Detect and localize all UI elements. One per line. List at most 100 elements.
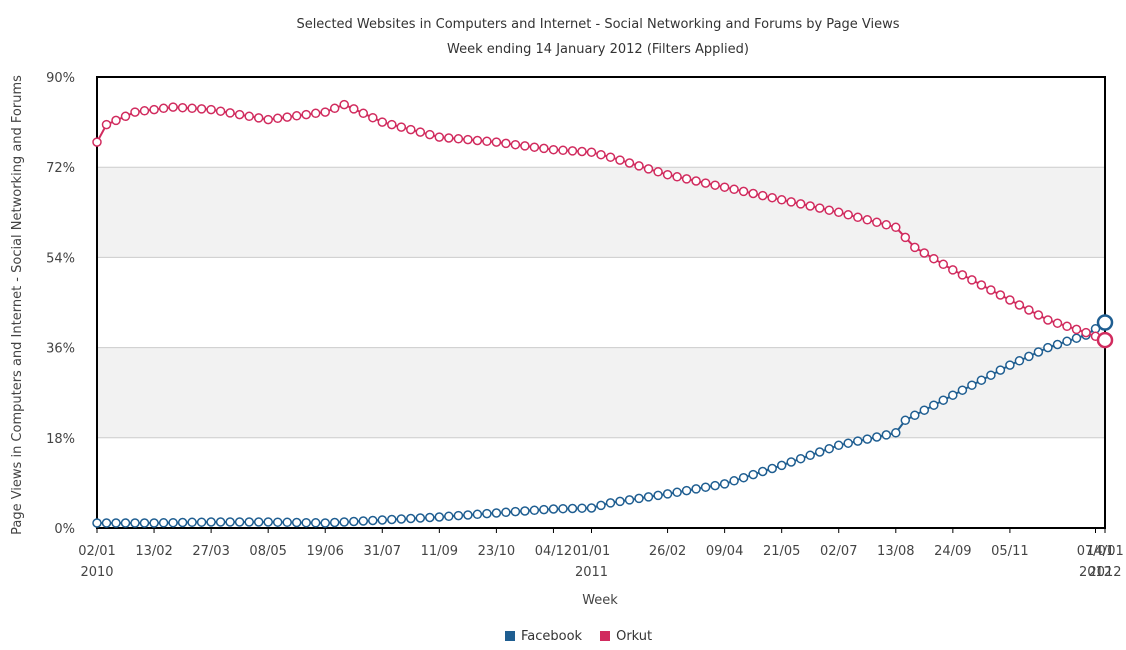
data-point-orkut — [1033, 310, 1044, 320]
data-point-orkut — [368, 112, 378, 123]
data-point-orkut — [301, 109, 311, 120]
data-point-facebook — [957, 385, 968, 395]
data-point-facebook — [1024, 351, 1034, 362]
legend-item-facebook[interactable]: Facebook — [505, 629, 582, 644]
x-tick-label: 05/11 — [991, 544, 1028, 559]
data-point-orkut — [548, 144, 559, 155]
data-point-orkut — [757, 190, 768, 201]
data-point-facebook — [881, 430, 892, 440]
data-point-orkut — [539, 143, 549, 154]
data-point-facebook — [567, 503, 578, 514]
data-point-facebook — [149, 518, 159, 528]
x-tick-label: 26/02 — [649, 544, 686, 559]
data-point-facebook — [120, 518, 131, 528]
data-point-orkut — [101, 119, 112, 130]
data-point-orkut — [358, 108, 369, 119]
x-tick-label: 09/04 — [706, 544, 743, 559]
data-point-orkut — [881, 220, 892, 230]
data-point-orkut — [320, 107, 330, 117]
data-point-facebook — [444, 511, 454, 522]
data-point-facebook — [253, 517, 264, 527]
x-tick-label: 01/01 — [573, 544, 610, 559]
x-tick-year-label: 2010 — [80, 565, 113, 580]
data-point-facebook — [624, 495, 635, 505]
data-point-orkut — [1005, 295, 1015, 305]
data-point-orkut — [1062, 321, 1072, 332]
data-point-facebook — [700, 482, 711, 492]
x-tick-label: 11/09 — [421, 544, 458, 559]
data-point-facebook — [291, 517, 302, 528]
data-point-orkut — [215, 106, 226, 116]
data-point-orkut — [748, 188, 758, 199]
data-point-facebook — [158, 518, 169, 528]
data-point-facebook — [986, 370, 996, 380]
line-chart-svg: Selected Websites in Computers and Inter… — [10, 17, 1124, 608]
data-point-orkut — [967, 275, 977, 285]
data-point-facebook — [406, 513, 416, 524]
y-axis-label: Page Views in Computers and Internet - S… — [10, 75, 25, 535]
grid-band — [97, 347, 1105, 438]
data-point-orkut — [862, 215, 873, 225]
data-point-facebook — [520, 506, 530, 516]
x-tick-label: 07/01 — [1077, 544, 1114, 559]
data-point-facebook — [434, 512, 445, 522]
y-tick-label: 54% — [46, 251, 75, 266]
legend-item-orkut[interactable]: Orkut — [600, 629, 652, 644]
data-point-facebook — [577, 503, 587, 513]
data-point-facebook — [206, 517, 216, 527]
data-point-facebook — [377, 515, 388, 525]
data-point-facebook — [748, 469, 758, 480]
data-point-facebook — [710, 480, 720, 491]
data-point-orkut — [700, 178, 711, 188]
data-point-facebook — [482, 508, 492, 519]
data-point-orkut — [377, 117, 388, 127]
data-point-orkut — [329, 103, 340, 114]
x-tick-year-label: 2011 — [575, 565, 608, 580]
data-point-facebook — [396, 514, 407, 524]
data-point-facebook — [757, 466, 768, 477]
data-point-facebook — [691, 484, 701, 494]
data-point-orkut — [406, 124, 416, 135]
data-point-facebook — [196, 517, 207, 527]
data-point-orkut — [177, 102, 188, 113]
data-point-facebook — [387, 514, 397, 525]
y-tick-label: 36% — [46, 342, 75, 357]
data-point-orkut — [387, 119, 397, 130]
data-point-orkut — [596, 149, 606, 160]
data-point-facebook — [187, 517, 197, 528]
data-point-facebook — [1071, 333, 1082, 343]
legend-label-orkut: Orkut — [616, 628, 653, 644]
data-point-orkut — [891, 222, 901, 233]
data-point-orkut — [111, 115, 121, 126]
data-point-facebook — [244, 517, 254, 527]
data-point-facebook — [967, 380, 977, 390]
data-point-orkut — [558, 145, 568, 156]
data-point-orkut — [948, 265, 958, 275]
data-point-facebook — [329, 517, 340, 528]
plot-area: 0% 18% 36% 54% 72% 90% 02/01 2010 13/02 27/03 08/0… — [46, 71, 1124, 580]
data-point-orkut — [187, 103, 197, 114]
data-point-orkut — [824, 205, 834, 215]
data-point-orkut — [1096, 331, 1114, 349]
data-point-facebook — [729, 476, 739, 486]
data-point-orkut — [529, 142, 540, 152]
data-point-orkut — [453, 134, 464, 144]
x-tick-label: 23/10 — [478, 544, 515, 559]
data-point-orkut — [662, 169, 673, 180]
data-point-orkut — [672, 172, 682, 182]
data-point-facebook — [767, 463, 777, 474]
data-point-orkut — [929, 253, 939, 264]
data-point-facebook — [1096, 314, 1114, 331]
y-tick-label: 72% — [46, 161, 75, 176]
data-point-orkut — [263, 114, 273, 125]
data-point-orkut — [139, 106, 150, 116]
data-point-orkut — [92, 137, 102, 147]
data-point-facebook — [501, 507, 511, 518]
data-point-orkut — [615, 155, 625, 165]
data-point-orkut — [415, 127, 426, 137]
x-tick-year-label: 2012 — [1088, 565, 1121, 580]
data-point-orkut — [577, 146, 587, 157]
data-point-orkut — [795, 199, 806, 209]
data-point-orkut — [681, 174, 692, 184]
data-point-facebook — [605, 498, 616, 508]
